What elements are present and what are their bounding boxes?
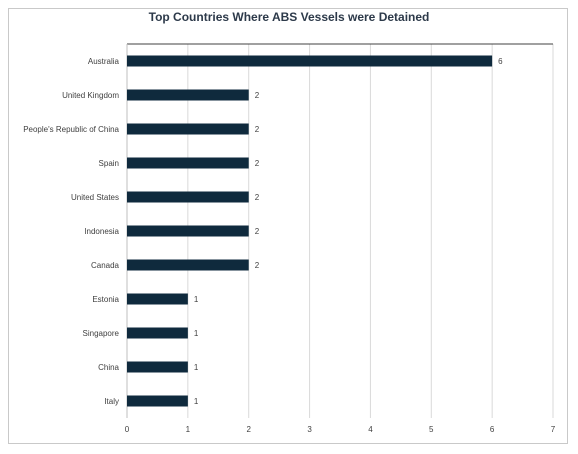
x-tick-label: 4 (368, 425, 373, 434)
category-label: People's Republic of China (23, 125, 119, 134)
bar (127, 327, 188, 339)
bar (127, 361, 188, 373)
data-label: 1 (194, 295, 199, 304)
x-tick-label: 6 (490, 425, 495, 434)
data-label: 1 (194, 397, 199, 406)
bars (127, 55, 493, 407)
category-label: United States (71, 193, 119, 202)
x-tick-labels: 0 1 2 3 4 5 6 7 (125, 425, 556, 434)
x-tick-label: 1 (186, 425, 191, 434)
data-label: 6 (498, 57, 503, 66)
data-label: 2 (255, 193, 260, 202)
chart-title: Top Countries Where ABS Vessels were Det… (148, 10, 430, 24)
data-label: 2 (255, 159, 260, 168)
data-label: 2 (255, 227, 260, 236)
category-label: Singapore (83, 329, 120, 338)
category-labels: Australia United Kingdom People's Republic… (23, 57, 119, 406)
data-label: 1 (194, 363, 199, 372)
bar (127, 225, 249, 237)
data-label: 2 (255, 261, 260, 270)
bar (127, 55, 493, 67)
data-label: 1 (194, 329, 199, 338)
data-label: 2 (255, 91, 260, 100)
data-labels: 6 2 2 2 2 2 2 1 1 1 1 (194, 57, 503, 406)
category-label: Italy (104, 397, 119, 406)
bar (127, 293, 188, 305)
bar (127, 395, 188, 407)
chart-frame (8, 8, 568, 444)
x-tick-label: 3 (307, 425, 312, 434)
category-label: Indonesia (84, 227, 119, 236)
bar (127, 89, 249, 101)
category-label: Spain (99, 159, 119, 168)
category-label: China (98, 363, 119, 372)
category-label: Canada (91, 261, 120, 270)
x-tick-label: 2 (246, 425, 251, 434)
bar (127, 157, 249, 169)
category-label: United Kingdom (62, 91, 119, 100)
bar (127, 191, 249, 203)
x-tick-label: 7 (551, 425, 556, 434)
category-label: Estonia (92, 295, 119, 304)
category-label: Australia (88, 57, 120, 66)
bar (127, 259, 249, 271)
x-tick-label: 0 (125, 425, 130, 434)
data-label: 2 (255, 125, 260, 134)
x-tick-label: 5 (429, 425, 434, 434)
bar (127, 123, 249, 135)
